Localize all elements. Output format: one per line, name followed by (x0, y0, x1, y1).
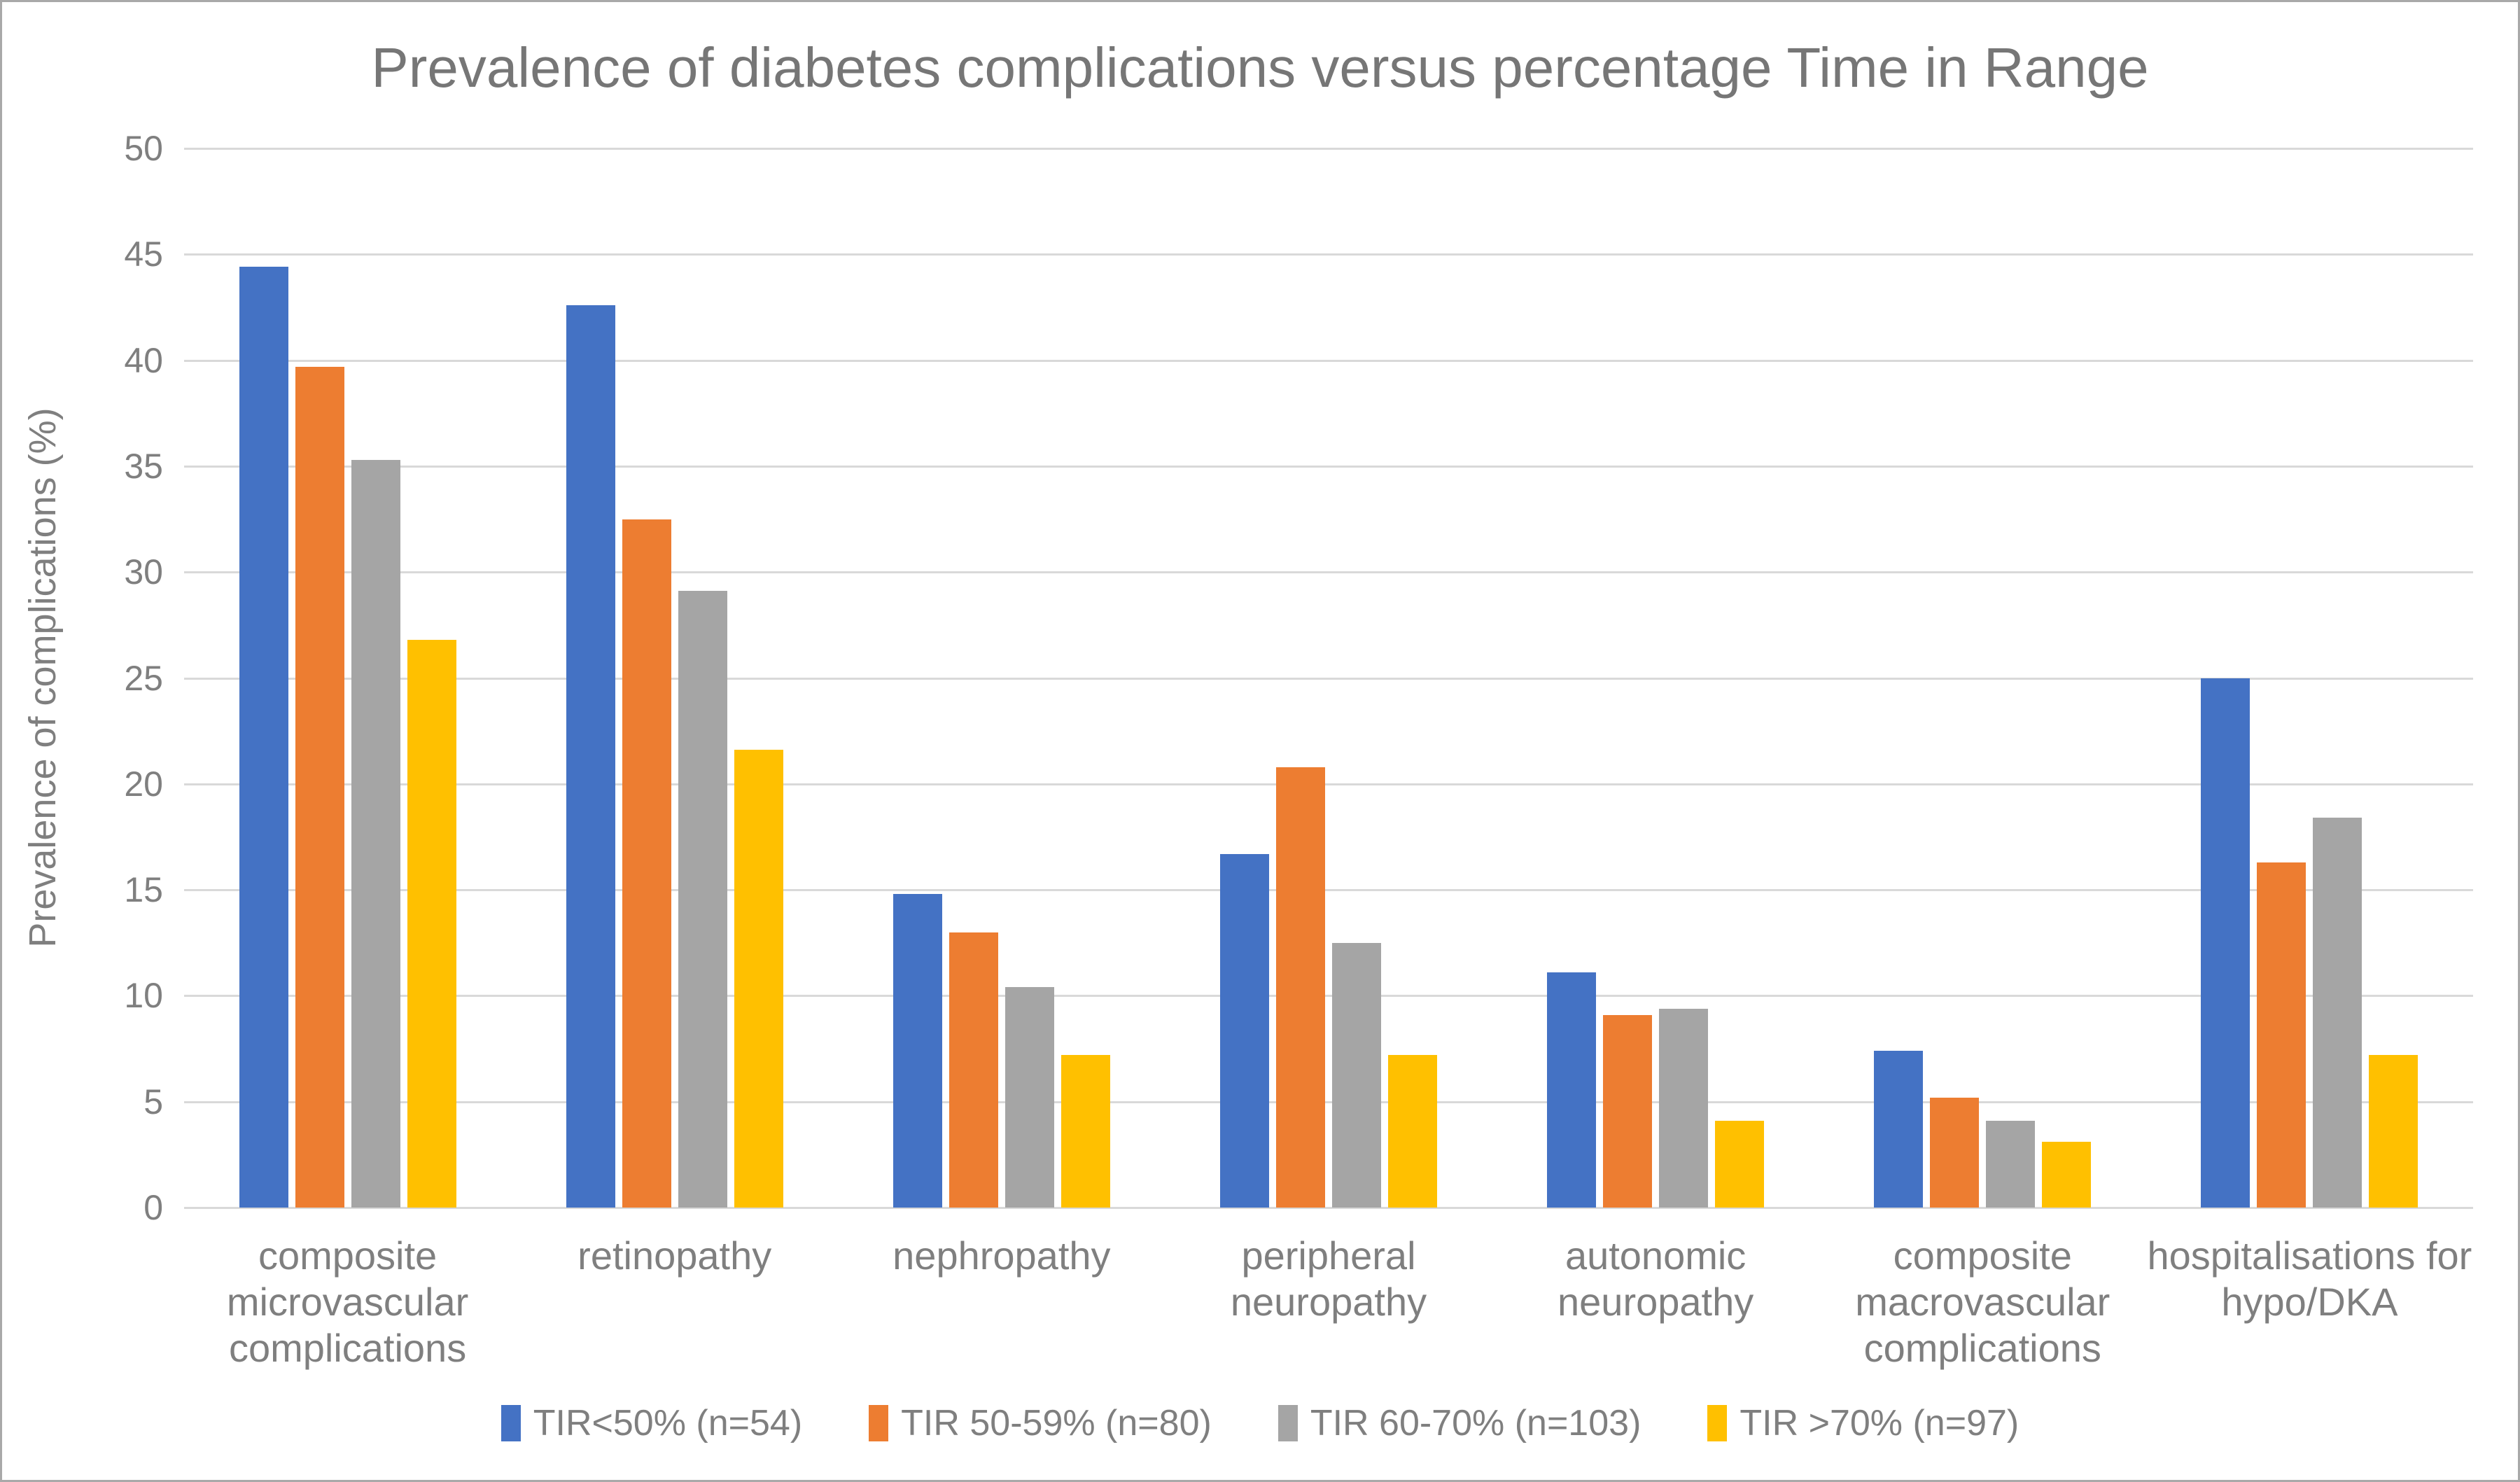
legend-marker-icon (1278, 1405, 1298, 1441)
gridline-0 (184, 1207, 2473, 1209)
x-axis-label-6: composite macrovascular complications (1855, 1233, 2110, 1371)
gridline-10 (184, 995, 2473, 998)
x-axis-label-4: peripheral neuropathy (1230, 1233, 1427, 1324)
bar-series2-cat5 (1603, 1014, 1653, 1208)
bar-series2-cat6 (1930, 1097, 1980, 1208)
bar-series4-cat3 (1060, 1055, 1110, 1208)
bar-group-7 (2146, 148, 2473, 1208)
bar-series4-cat2 (734, 750, 783, 1208)
legend-label-2: TIR 50-59% (n=80) (901, 1403, 1212, 1443)
gridline-20 (184, 783, 2473, 785)
bar-group-4 (1165, 148, 1492, 1208)
y-tick-label-25: 25 (124, 658, 163, 698)
bar-series2-cat2 (622, 519, 671, 1208)
gridline-30 (184, 571, 2473, 574)
y-tick-label-40: 40 (124, 340, 163, 380)
y-tick-label-20: 20 (124, 764, 163, 804)
x-axis-label-7: hospitalisations for hypo/DKA (2147, 1233, 2472, 1324)
legend-item-3: TIR 60-70% (n=103) (1278, 1402, 1642, 1444)
x-axis-label-3: nephropathy (892, 1233, 1111, 1278)
gridline-40 (184, 359, 2473, 362)
gridline-45 (184, 253, 2473, 256)
gridline-25 (184, 677, 2473, 680)
legend-item-1: TIR<50% (n=54) (500, 1402, 803, 1444)
gridline-50 (184, 148, 2473, 150)
legend-item-2: TIR 50-59% (n=80) (869, 1402, 1212, 1444)
bar-series3-cat1 (351, 459, 400, 1208)
gridline-15 (184, 889, 2473, 892)
y-tick-label-10: 10 (124, 976, 163, 1016)
legend-label-1: TIR<50% (n=54) (533, 1403, 803, 1443)
y-tick-label-35: 35 (124, 446, 163, 486)
y-tick-label-45: 45 (124, 235, 163, 274)
bar-series3-cat7 (2313, 818, 2362, 1208)
bar-series4-cat7 (2369, 1055, 2418, 1208)
bar-series1-cat3 (892, 894, 942, 1208)
bar-series2-cat1 (295, 366, 344, 1208)
bar-series2-cat3 (948, 932, 998, 1208)
bar-series3-cat2 (678, 591, 727, 1208)
bar-groups (184, 148, 2473, 1208)
bar-group-5 (1492, 148, 1819, 1208)
bar-series1-cat5 (1547, 972, 1597, 1208)
bar-group-3 (838, 148, 1165, 1208)
legend-marker-icon (869, 1405, 889, 1441)
x-axis-label-1: composite microvascular complications (226, 1233, 469, 1371)
y-tick-label-5: 5 (144, 1082, 163, 1121)
gridline-5 (184, 1100, 2473, 1103)
bar-series2-cat4 (1275, 767, 1325, 1208)
bar-series3-cat3 (1004, 987, 1054, 1208)
legend: TIR<50% (n=54) TIR 50-59% (n=80) TIR 60-70… (2, 1402, 2518, 1444)
y-tick-label-0: 0 (144, 1188, 163, 1227)
bar-series3-cat5 (1659, 1008, 1709, 1208)
x-axis-label-2: retinopathy (578, 1233, 772, 1278)
y-tick-label-30: 30 (124, 552, 163, 592)
plot-area (184, 148, 2473, 1209)
x-axis-label-5: autonomic neuropathy (1558, 1233, 1754, 1324)
y-axis-ticks: 50 45 40 35 30 25 20 15 10 5 0 (2, 129, 163, 1227)
chart-title: Prevalence of diabetes complications ver… (371, 36, 2149, 99)
y-tick-label-15: 15 (124, 870, 163, 910)
bar-series3-cat4 (1331, 942, 1381, 1208)
legend-marker-icon (1707, 1405, 1728, 1441)
legend-label-3: TIR 60-70% (n=103) (1310, 1403, 1642, 1443)
bar-group-1 (184, 148, 511, 1208)
bar-series4-cat6 (2042, 1142, 2092, 1208)
bar-series4-cat4 (1387, 1055, 1437, 1208)
x-axis-labels: composite microvascular complications retin… (184, 1233, 2473, 1371)
legend-item-4: TIR >70% (n=97) (1707, 1402, 2019, 1444)
bar-group-2 (511, 148, 838, 1208)
legend-marker-icon (500, 1405, 521, 1441)
bar-series1-cat6 (1874, 1051, 1924, 1208)
gridline-35 (184, 465, 2473, 468)
bar-series1-cat1 (239, 267, 288, 1208)
bar-group-6 (1819, 148, 2146, 1208)
y-tick-label-50: 50 (124, 129, 163, 168)
bar-series2-cat7 (2257, 862, 2306, 1208)
legend-label-4: TIR >70% (n=97) (1740, 1403, 2019, 1443)
bar-series1-cat4 (1219, 853, 1269, 1208)
bar-series4-cat5 (1715, 1120, 1765, 1208)
bar-series1-cat7 (2201, 678, 2250, 1208)
bar-series4-cat1 (407, 640, 456, 1208)
bar-series3-cat6 (1986, 1120, 2036, 1208)
bar-series1-cat2 (566, 305, 615, 1208)
